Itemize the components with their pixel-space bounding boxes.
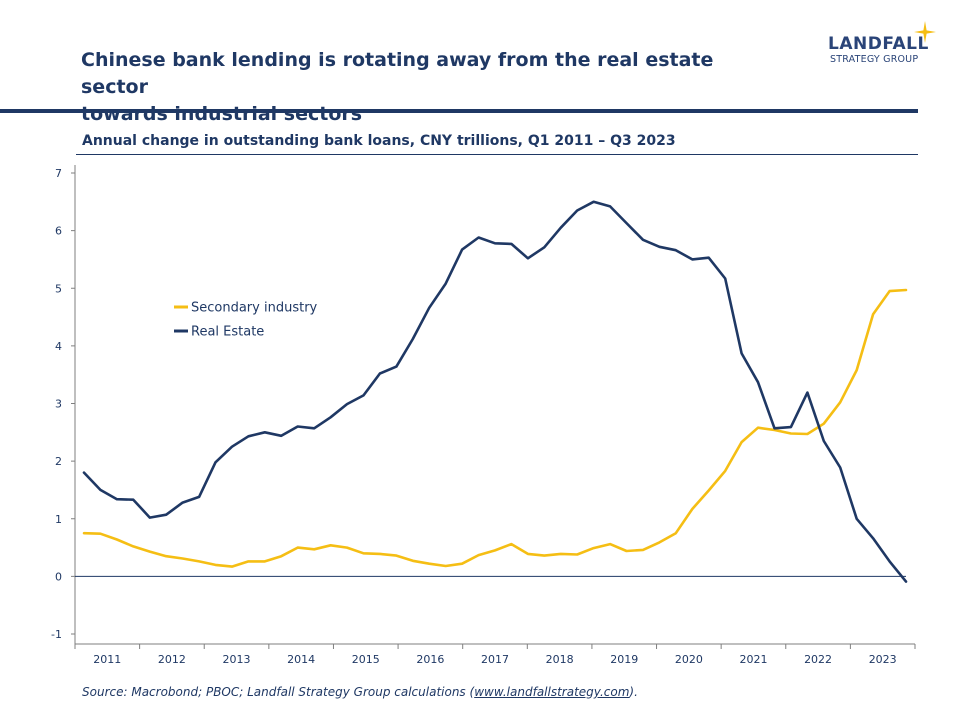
logo: LANDFALL STRATEGY GROUP <box>828 34 938 65</box>
y-tick-label: 0 <box>55 570 62 583</box>
x-tick-label: 2016 <box>416 653 444 666</box>
title-line-1: Chinese bank lending is rotating away fr… <box>81 49 714 98</box>
chart-title-block: Chinese bank lending is rotating away fr… <box>81 47 781 128</box>
y-tick-label: 4 <box>55 340 62 353</box>
source-link[interactable]: www.landfallstrategy.com <box>474 685 630 699</box>
y-tick-label: 6 <box>55 225 62 238</box>
logo-subtitle: STRATEGY GROUP <box>830 54 919 65</box>
chart-legend: Secondary industry Real Estate <box>174 301 318 340</box>
x-tick-label: 2013 <box>223 653 251 666</box>
chart-subtitle: Annual change in outstanding bank loans,… <box>82 133 676 149</box>
header-divider <box>0 109 918 113</box>
logo-name: LANDFALL <box>828 34 929 54</box>
y-tick-label: 2 <box>55 455 62 468</box>
x-tick-label: 2023 <box>869 653 897 666</box>
source-prefix: Source: Macrobond; PBOC; Landfall Strate… <box>82 685 475 699</box>
source-note: Source: Macrobond; PBOC; Landfall Strate… <box>82 685 638 699</box>
x-tick-label: 2011 <box>93 653 121 666</box>
x-tick-label: 2022 <box>804 653 832 666</box>
legend-label: Real Estate <box>191 325 264 340</box>
series-line-secondary-industry <box>82 288 908 568</box>
source-suffix: ). <box>629 685 638 699</box>
y-tick-label: 3 <box>55 398 62 411</box>
y-tick-label: -1 <box>51 628 62 641</box>
chart-axes: -1 0 1 2 3 4 5 6 7 2011 2012 2013 2014 2015 2016 2017 20… <box>51 165 916 666</box>
x-tick-label: 2020 <box>675 653 703 666</box>
x-tick-label: 2015 <box>352 653 380 666</box>
y-tick-label: 1 <box>55 513 62 526</box>
y-tick-label: 7 <box>55 167 62 180</box>
title-line-2: towards industrial sectors <box>81 103 363 125</box>
series-line-real-estate <box>82 200 908 583</box>
x-tick-label: 2012 <box>158 653 186 666</box>
x-tick-label: 2018 <box>546 653 574 666</box>
x-tick-label: 2021 <box>739 653 767 666</box>
x-tick-label: 2019 <box>610 653 638 666</box>
x-tick-label: 2014 <box>287 653 315 666</box>
x-tick-label: 2017 <box>481 653 509 666</box>
legend-label: Secondary industry <box>191 301 318 316</box>
star-icon <box>914 21 936 43</box>
subtitle-divider <box>76 154 918 155</box>
chart-lines <box>82 200 908 583</box>
y-tick-label: 5 <box>55 282 62 295</box>
